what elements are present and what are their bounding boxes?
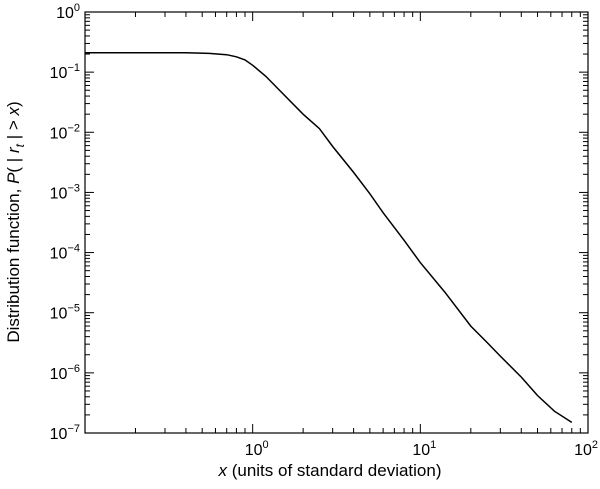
y-axis-label-close: | > [4, 116, 23, 145]
y-axis-label: Distribution function, P( | rt | > x) [4, 101, 27, 342]
y-tick-label: 10−1 [50, 62, 80, 82]
y-tick-label-base: 10 [50, 306, 68, 323]
x-tick-label-exponent: 2 [592, 439, 598, 451]
tick-marks [84, 11, 589, 434]
y-tick-label: 10−7 [50, 423, 80, 443]
y-axis-label-sub: t [13, 143, 27, 147]
y-tick-label-base: 10 [50, 366, 68, 383]
plot-frame [84, 11, 589, 434]
x-tick-label: 100 [245, 439, 269, 459]
y-axis-label-prefix: Distribution function, [4, 184, 23, 343]
y-tick-label-base: 10 [50, 65, 68, 82]
y-tick-label-base: 10 [56, 5, 74, 22]
y-tick-label-base: 10 [50, 246, 68, 263]
x-tick-label-exponent: 0 [263, 439, 269, 451]
x-tick-label: 101 [412, 439, 436, 459]
x-tick-label-base: 10 [412, 442, 430, 459]
y-axis-label-end: ) [4, 101, 23, 107]
y-tick-label-exponent: −7 [67, 423, 80, 435]
y-tick-label: 10−3 [50, 182, 80, 202]
y-axis-label-x: x [4, 107, 23, 117]
x-axis-label: x (units of standard deviation) [217, 461, 441, 480]
y-tick-label-exponent: −1 [67, 62, 80, 74]
x-tick-label-base: 10 [245, 442, 263, 459]
y-tick-label-exponent: −6 [67, 363, 80, 375]
y-tick-label-exponent: 0 [74, 2, 80, 14]
y-tick-label: 10−5 [50, 303, 80, 323]
y-tick-label: 10−6 [50, 363, 80, 383]
x-axis-label-rest: (units of standard deviation) [227, 461, 442, 480]
y-tick-label: 10−4 [50, 243, 80, 263]
x-tick-label-exponent: 1 [430, 439, 436, 451]
series-line [85, 52, 573, 424]
y-tick-label-base: 10 [50, 185, 68, 202]
y-tick-label-exponent: −2 [67, 122, 80, 134]
x-tick-label: 102 [574, 439, 598, 459]
y-tick-label-base: 10 [50, 125, 68, 142]
y-tick-label: 100 [56, 2, 80, 22]
y-axis-label-r: r [4, 146, 23, 153]
y-tick-label: 10−2 [50, 122, 80, 142]
y-tick-label-base: 10 [50, 426, 68, 443]
y-tick-label-exponent: −4 [67, 243, 80, 255]
y-tick-label-exponent: −5 [67, 303, 80, 315]
y-tick-label-exponent: −3 [67, 182, 80, 194]
y-axis-label-open: ( | [4, 153, 23, 173]
x-axis-label-x: x [217, 461, 227, 480]
y-axis-label-p: P [4, 172, 23, 184]
x-tick-label-base: 10 [574, 442, 592, 459]
